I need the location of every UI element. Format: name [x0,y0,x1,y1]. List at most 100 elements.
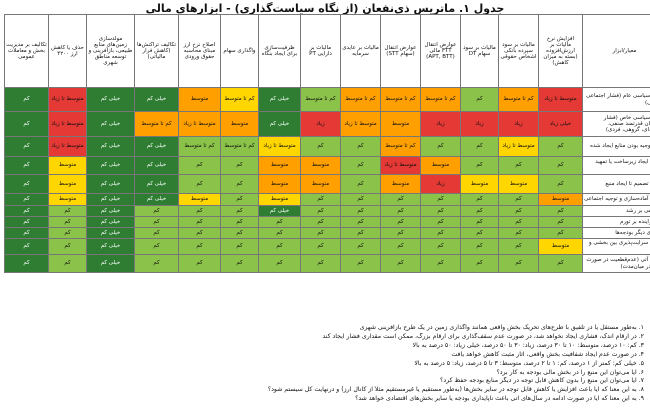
rating-cell: متوسط [258,174,301,194]
rating-cell: کم [134,227,179,239]
rating-cell: کم [134,238,179,255]
rating-cell: کم تا متوسط [220,87,259,112]
footnote-line: ۸. به این معنا که آیا باعث افزایش یا کاه… [267,386,644,394]
table-row: ریسک آتی (عدم‌قطعیت در صورت ادامه در میا… [4,254,650,273]
rating-cell: کم تا متوسط [178,136,221,157]
header-instrument: مالیات بر عایدی سرمایه [340,14,381,88]
stakeholder-matrix-table: معیار/ابزار افزایش نرخ مالیات بر ارزش‌افز… [4,14,650,273]
rating-cell: خیلی کم [86,227,135,239]
header-instrument: مالیات بر سود سپرده بانکی اشخاص حقوقی [498,14,539,88]
rating-cell: زیاد [300,111,341,137]
rating-cell: کم [300,238,341,255]
header-instrument: اصلاح نرخ ارز مبنای محاسبه حقوق ورودی [178,14,221,88]
rating-cell: کم [258,227,301,239]
rating-cell: متوسط تا زیاد [48,136,87,157]
rating-cell: کم [134,216,179,228]
table-row: نیاز به آماده‌سازی و توجیه اجتماعیمتوسطک… [4,193,650,206]
rating-cell: کم [380,193,421,206]
header-instrument: مالیات بر سود سهام DT [460,14,499,88]
table-row: ریسک سرایت‌پذیری بین بخشی و تلاطممتوسطکم… [4,238,650,255]
rating-cell: کم [420,254,461,273]
rating-cell: کم [538,136,583,157]
header-instrument: عوارض انتقال (سهام STT) [380,14,421,88]
rating-cell: کم [380,238,421,255]
table-row: فاصله تصمیم تا ایجاد منبعکممتوسطمتوسطزیا… [4,174,650,194]
table-body: هزینه سیاسی عام (فشار اجتماعی عمومی)متوس… [4,87,650,273]
rating-cell: خیلی کم [86,87,135,112]
rating-cell: کم [538,254,583,273]
rating-cell: متوسط [48,193,87,206]
row-label: ریسک سرایت‌پذیری بین بخشی و تلاطم [582,238,650,255]
table-header-row: معیار/ابزار افزایش نرخ مالیات بر ارزش‌افز… [4,14,650,88]
rating-cell: کم [220,227,259,239]
rating-cell: کم [178,216,221,228]
rating-cell: کم [460,193,499,206]
rating-cell: کم [300,254,341,273]
rating-cell: متوسط تا زیاد [498,136,539,157]
rating-cell: زیاد [498,111,539,137]
rating-cell: متوسط [48,174,87,194]
rating-cell: کم [498,254,539,273]
footnote-line: ۱. به‌طور مستقل یا در تلفیق با طرح‌های ت… [359,324,644,331]
rating-cell: متوسط [258,156,301,175]
table-title: جدول ۱. ماتریس ذی‌نفعان (از نگاه سیاست‌گ… [145,2,505,15]
rating-cell: متوسط تا زیاد [340,111,381,137]
rating-cell: خیلی کم [258,111,301,137]
rating-cell: کم [420,238,461,255]
rating-cell: کم [538,156,583,175]
header-instrument: حذف یا کاهش ارز ۴۲۰۰ [48,14,87,88]
rating-cell: کم [340,156,381,175]
rating-cell: زیاد [420,111,461,137]
rating-cell: کم [220,205,259,217]
rating-cell: خیلی کم [86,193,135,206]
rating-cell: کم [178,205,221,217]
header-instrument: مولدسازی زمین‌های منابع طبیعی، بازآفرینی… [86,14,135,88]
rating-cell: خیلی کم [258,87,301,112]
rating-cell: متوسط [538,193,583,206]
table-row: هزینه سیاسی خاص (فشار ذی‌نفعان قدرتمند ص… [4,111,650,137]
rating-cell: کم [420,136,461,157]
rating-cell: کم [498,227,539,239]
rating-cell: خیلی کم [86,136,135,157]
rating-cell: کم [538,174,583,194]
rating-cell: کم [48,205,87,217]
row-label: ریسک آتی (عدم‌قطعیت در صورت ادامه در میا… [582,254,650,273]
rating-cell: کم [300,205,341,217]
row-label: هزینه سیاسی خاص (فشار ذی‌نفعان قدرتمند ص… [582,111,650,137]
rating-cell: کم [460,254,499,273]
rating-cell: کم تا متوسط [498,87,539,112]
header-criteria: معیار/ابزار [582,14,650,88]
rating-cell: کم [4,227,49,239]
rating-cell: کم تا متوسط [340,87,381,112]
rating-cell: خیلی کم [134,136,179,157]
row-label: اثر منفی بر رشد [582,205,650,217]
rating-cell: کم تا متوسط [220,136,259,157]
rating-cell: کم [340,254,381,273]
rating-cell: کم تا متوسط [134,111,179,137]
rating-cell: کم [460,238,499,255]
rating-cell: کم [4,254,49,273]
rating-cell: کم [300,193,341,206]
rating-cell: کم [178,227,221,239]
rating-cell: خیلی کم [86,111,135,137]
rating-cell: خیلی کم [134,87,179,112]
header-instrument: تکالیف بر مدیریت بخش و معاملات عمومی [4,14,49,88]
rating-cell: متوسط [498,174,539,194]
rating-cell: کم [220,174,259,194]
row-label: نیاز به آماده‌سازی و توجیه اجتماعی [582,193,650,206]
table-row: اثر افزاینده بر تورمکمکمکمکمکمکمکمکمکمکم… [4,216,650,228]
rating-cell: متوسط [380,174,421,194]
rating-cell: کم [4,238,49,255]
row-label: قابل توجیه بودن منابع ایجاد شده [582,136,650,157]
header-instrument: تکالیف تراکنش‌ها (کاهش فرار مالیاتی) [134,14,179,88]
header-instrument: مالیات بر دارایی PT [300,14,341,88]
rating-cell: زیاد [460,111,499,137]
rating-cell: متوسط [178,193,221,206]
row-label: اثر روی دیگر بودجه‌ها [582,227,650,239]
rating-cell: کم [4,216,49,228]
rating-cell: کم [498,156,539,175]
rating-cell: کم [220,238,259,255]
footnote-line: ۴. در صورت عدم ایجاد شفافیت بخش واقعی، آ… [451,350,644,358]
rating-cell: کم [380,227,421,239]
